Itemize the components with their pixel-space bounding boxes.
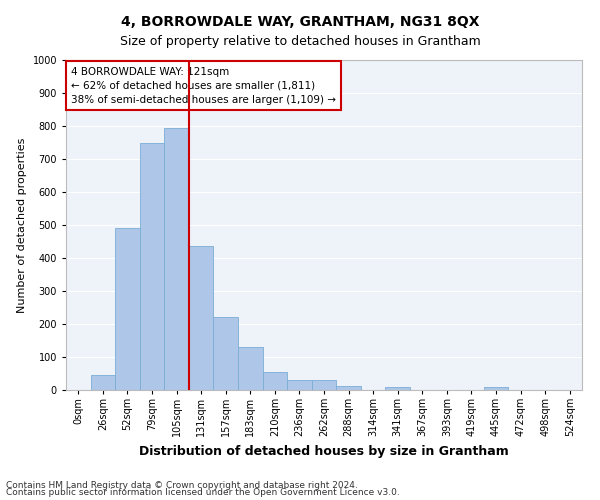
X-axis label: Distribution of detached houses by size in Grantham: Distribution of detached houses by size … — [139, 444, 509, 458]
Text: Contains HM Land Registry data © Crown copyright and database right 2024.: Contains HM Land Registry data © Crown c… — [6, 480, 358, 490]
Text: 4 BORROWDALE WAY: 121sqm
← 62% of detached houses are smaller (1,811)
38% of sem: 4 BORROWDALE WAY: 121sqm ← 62% of detach… — [71, 66, 336, 104]
Bar — [189, 246, 214, 390]
Bar — [238, 347, 263, 390]
Bar — [385, 388, 410, 390]
Y-axis label: Number of detached properties: Number of detached properties — [17, 138, 27, 312]
Bar — [214, 318, 238, 390]
Text: Size of property relative to detached houses in Grantham: Size of property relative to detached ho… — [119, 35, 481, 48]
Bar — [91, 375, 115, 390]
Bar — [312, 380, 336, 390]
Bar — [336, 386, 361, 390]
Text: Contains public sector information licensed under the Open Government Licence v3: Contains public sector information licen… — [6, 488, 400, 497]
Bar — [140, 142, 164, 390]
Text: 4, BORROWDALE WAY, GRANTHAM, NG31 8QX: 4, BORROWDALE WAY, GRANTHAM, NG31 8QX — [121, 15, 479, 29]
Bar — [484, 388, 508, 390]
Bar — [164, 128, 189, 390]
Bar — [115, 228, 140, 390]
Bar — [263, 372, 287, 390]
Bar — [287, 380, 312, 390]
